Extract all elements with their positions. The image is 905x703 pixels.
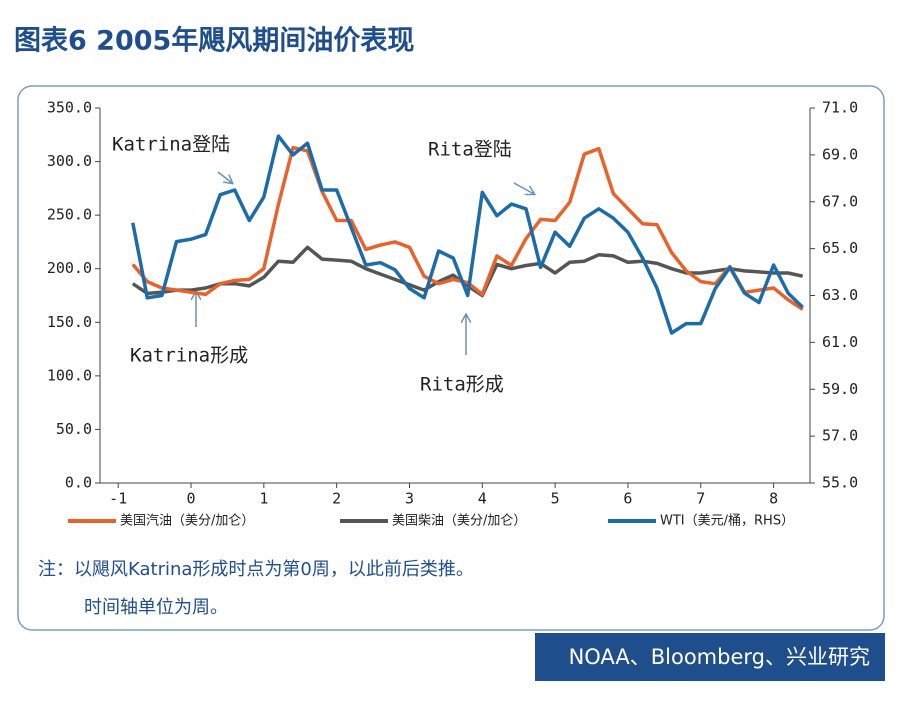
y2-tick-label: 69.0 xyxy=(822,145,858,163)
y2-tick-label: 71.0 xyxy=(822,99,858,117)
y-tick-label: 300.0 xyxy=(47,152,92,170)
y-tick-label: 350.0 xyxy=(47,99,92,117)
annotation: Rita形成 xyxy=(420,374,504,396)
chart-title: 图表6 2005年飓风期间油价表现 xyxy=(14,25,414,57)
y-tick-label: 100.0 xyxy=(47,366,92,384)
y-tick-label: 150.0 xyxy=(47,313,92,331)
x-tick-label: 5 xyxy=(551,490,560,508)
x-tick-label: 3 xyxy=(405,490,414,508)
y2-tick-label: 57.0 xyxy=(822,427,858,445)
x-tick-label: 8 xyxy=(769,490,778,508)
y-tick-label: 200.0 xyxy=(47,259,92,277)
arrow xyxy=(217,171,232,183)
x-tick-label: -1 xyxy=(109,490,127,508)
annotation: Katrina形成 xyxy=(130,345,248,367)
y-tick-label: 50.0 xyxy=(56,420,92,438)
series-line xyxy=(131,134,804,335)
legend-label: WTI（美元/桶，RHS） xyxy=(660,514,794,529)
annotation: Rita登陆 xyxy=(428,139,512,161)
y2-tick-label: 63.0 xyxy=(822,286,858,304)
y2-tick-label: 55.0 xyxy=(822,474,858,492)
x-tick-label: 2 xyxy=(332,490,341,508)
source: NOAA、Bloomberg、兴业研究 xyxy=(569,645,870,669)
annotation: Katrina登陆 xyxy=(112,134,230,156)
y2-tick-label: 67.0 xyxy=(822,192,858,210)
legend-label: 美国汽油（美分/加仑） xyxy=(120,514,254,529)
y2-tick-label: 59.0 xyxy=(822,380,858,398)
arrow xyxy=(513,182,534,194)
x-tick-label: 7 xyxy=(696,490,705,508)
source-box xyxy=(535,633,885,681)
y2-tick-label: 65.0 xyxy=(822,239,858,257)
y-tick-label: 250.0 xyxy=(47,206,92,224)
series-line xyxy=(131,145,804,311)
x-tick-label: 1 xyxy=(259,490,268,508)
frame xyxy=(17,85,885,631)
y-tick-label: 0.0 xyxy=(65,474,92,492)
x-tick-label: 6 xyxy=(623,490,632,508)
note: 注：以飓风Katrina形成时点为第0周，以此前后类推。 xyxy=(38,559,474,580)
x-tick-label: 4 xyxy=(478,490,487,508)
legend-label: 美国柴油（美分/加仑） xyxy=(392,514,526,529)
x-tick-label: 0 xyxy=(187,490,196,508)
note: 时间轴单位为周。 xyxy=(84,597,228,618)
y2-tick-label: 61.0 xyxy=(822,333,858,351)
